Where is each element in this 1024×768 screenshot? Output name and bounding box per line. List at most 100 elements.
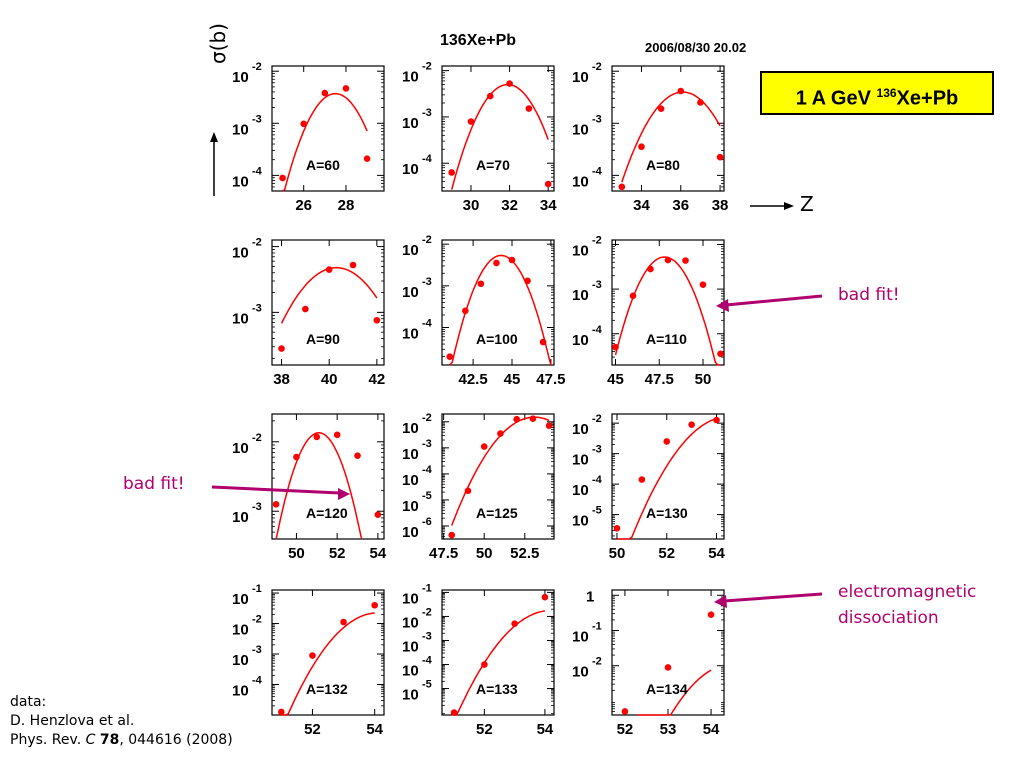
x-tick-label: 54: [708, 545, 725, 562]
emd-annotation-line2: dissociation: [838, 608, 939, 628]
x-tick-label: 38: [712, 197, 729, 214]
panel-frame: [611, 413, 725, 540]
reaction-label-box: 1 A GeV 136Xe+Pb: [760, 71, 994, 115]
x-tick-label: 50: [695, 371, 712, 388]
panel-frame: [441, 65, 555, 192]
fit-curve: [280, 266, 378, 324]
data-point: [354, 452, 361, 459]
reference-volume: 78: [99, 732, 120, 748]
data-point: [688, 421, 695, 428]
data-point: [349, 261, 357, 269]
y-tick-exponent: -2: [592, 61, 602, 73]
fit-curve: [637, 669, 712, 716]
bad-fit-annotation-right: bad fit!: [838, 285, 900, 305]
y-tick-label: 10: [572, 664, 589, 681]
data-point: [363, 155, 371, 163]
data-point: [446, 353, 454, 360]
x-tick-label: 54: [370, 545, 387, 562]
x-tick-label: 28: [338, 197, 355, 214]
y-tick-label: 10: [232, 121, 249, 138]
y-tick-exponent: -3: [422, 438, 432, 450]
y-tick-exponent: -3: [252, 113, 262, 125]
x-tick-label: 52: [476, 721, 493, 738]
y-tick-label: 10: [572, 242, 589, 259]
data-point: [677, 87, 685, 95]
x-tick-label: 52: [329, 545, 346, 562]
y-tick-label: 10: [572, 121, 589, 138]
data-point: [497, 430, 504, 437]
data-point: [462, 307, 469, 315]
panel-mass-label: A=134: [646, 681, 688, 697]
annotation-arrows: [210, 132, 823, 608]
data-point: [481, 661, 488, 668]
panel-mass-label: A=110: [646, 331, 687, 347]
data-point: [647, 265, 654, 273]
y-axis-label: σ(b): [206, 23, 230, 64]
y-tick-label: 10: [232, 509, 249, 526]
data-point: [486, 92, 494, 100]
data-point: [279, 174, 286, 182]
x-tick-label: 47.5: [536, 371, 565, 388]
data-point: [313, 433, 321, 441]
emd-annotation-line1: electromagnetic: [838, 582, 977, 602]
y-tick-label: 10: [402, 161, 419, 178]
data-point: [321, 89, 329, 97]
x-tick-label: 34: [633, 197, 650, 214]
emd-arrow: [723, 592, 823, 603]
data-point: [713, 416, 720, 424]
reaction-prefix: 1 A GeV: [795, 87, 877, 110]
data-point: [664, 256, 672, 264]
data-point: [657, 105, 665, 113]
y-tick-exponent: -2: [422, 412, 432, 424]
y-tick-label: 10: [232, 652, 249, 669]
y-tick-label: 10: [402, 420, 419, 437]
y-tick-exponent: -3: [252, 302, 262, 314]
data-point: [480, 443, 488, 450]
fit-curve: [614, 256, 721, 366]
x-tick-label: 45: [504, 371, 521, 388]
y-tick-label: 10: [572, 421, 589, 438]
y-tick-label: 10: [572, 628, 589, 645]
fit-curve: [450, 83, 549, 190]
y-tick-exponent: -2: [422, 606, 432, 618]
y-tick-exponent: -2: [252, 237, 262, 249]
x-tick-label: 50: [609, 545, 626, 562]
data-point: [621, 708, 629, 715]
data-point: [506, 80, 513, 87]
y-tick-exponent: -5: [422, 490, 432, 502]
y-tick-label: 10: [402, 524, 419, 541]
data-point: [699, 281, 707, 288]
bad-fit-arrowhead-left: [338, 488, 350, 500]
x-axis-arrowhead: [784, 202, 794, 210]
y-tick-label: 10: [402, 115, 419, 132]
fit-curve: [454, 610, 546, 716]
data-point: [664, 664, 672, 671]
x-tick-label: 54: [537, 721, 554, 738]
data-point: [618, 183, 626, 191]
y-tick-exponent: -2: [592, 413, 602, 425]
y-tick-label: 10: [402, 663, 419, 680]
y-tick-exponent: -2: [252, 614, 262, 626]
y-tick-exponent: -4: [422, 464, 433, 476]
y-tick-label: 10: [232, 683, 249, 700]
reaction-suffix: Xe+Pb: [896, 87, 959, 110]
data-point: [545, 422, 553, 430]
y-tick-label: 10: [232, 69, 249, 86]
x-tick-label: 54: [366, 721, 383, 738]
y-tick-label: 10: [402, 498, 419, 515]
y-tick-label: 10: [402, 687, 419, 704]
y-tick-label: 10: [572, 482, 589, 499]
data-point: [529, 415, 537, 422]
x-tick-label: 32: [501, 197, 518, 214]
y-tick-label: 10: [402, 590, 419, 607]
x-tick-label: 47.5: [645, 371, 674, 388]
y-tick-exponent: -3: [422, 630, 432, 642]
y-tick-label: 10: [232, 440, 249, 457]
y-tick-exponent: -3: [422, 107, 432, 119]
reference-line-2: D. Henzlova et al.: [10, 713, 135, 729]
y-tick-label: 10: [232, 310, 249, 327]
panel-mass-label: A=133: [476, 681, 518, 697]
